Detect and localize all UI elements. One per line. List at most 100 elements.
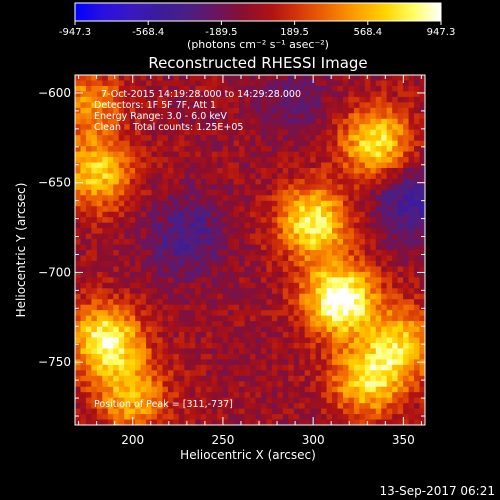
heatmap-cell	[392, 206, 399, 213]
heatmap-cell	[260, 118, 267, 125]
heatmap-cell	[85, 178, 92, 185]
heatmap-cell	[75, 135, 81, 142]
heatmap-cell	[146, 135, 152, 142]
heatmap-cell	[348, 403, 355, 409]
heatmap-cell	[255, 397, 262, 404]
heatmap-cell	[370, 277, 377, 284]
heatmap-cell	[282, 189, 289, 196]
heatmap-cell	[200, 200, 207, 207]
heatmap-cell	[124, 75, 131, 81]
heatmap-cell	[277, 162, 284, 169]
heatmap-cell	[299, 260, 306, 267]
heatmap-cell	[113, 353, 120, 360]
heatmap-cell	[129, 157, 136, 163]
heatmap-cell	[310, 184, 317, 191]
heatmap-cell	[293, 162, 300, 169]
heatmap-cell	[140, 217, 147, 224]
heatmap-cell	[157, 217, 163, 224]
heatmap-cell	[146, 178, 152, 185]
heatmap-cell	[189, 222, 196, 229]
heatmap-cell	[364, 96, 371, 103]
heatmap-cell	[200, 129, 207, 136]
heatmap-cell	[277, 332, 284, 338]
heatmap-cell	[282, 282, 289, 289]
heatmap-cell	[304, 282, 311, 289]
heatmap-cell	[91, 419, 98, 426]
heatmap-cell	[386, 255, 393, 262]
heatmap-cell	[321, 173, 327, 180]
heatmap-cell	[107, 135, 114, 142]
heatmap-cell	[85, 124, 92, 131]
heatmap-cell	[200, 397, 207, 404]
heatmap-cell	[140, 375, 147, 382]
heatmap-cell	[91, 135, 98, 142]
heatmap-cell	[140, 250, 147, 256]
heatmap-cell	[129, 386, 136, 393]
heatmap-cell	[310, 310, 317, 317]
heatmap-cell	[370, 386, 377, 393]
heatmap-cell	[293, 146, 300, 152]
heatmap-cell	[217, 85, 224, 92]
heatmap-cell	[386, 96, 393, 103]
heatmap-cell	[178, 342, 185, 349]
heatmap-cell	[189, 200, 196, 207]
heatmap-cell	[85, 342, 92, 349]
heatmap-cell	[364, 244, 371, 251]
heatmap-cell	[255, 146, 262, 152]
heatmap-cell	[91, 91, 98, 98]
heatmap-cell	[151, 332, 158, 338]
heatmap-cell	[206, 146, 213, 152]
heatmap-cell	[96, 299, 103, 306]
heatmap-cell	[211, 397, 218, 404]
heatmap-cell	[184, 113, 191, 120]
heatmap-cell	[342, 189, 349, 196]
heatmap-cell	[353, 288, 360, 295]
heatmap-cell	[173, 403, 180, 409]
heatmap-cell	[321, 107, 327, 114]
heatmap-cell	[337, 102, 344, 109]
heatmap-cell	[206, 129, 213, 136]
heatmap-cell	[102, 260, 109, 267]
heatmap-cell	[381, 266, 388, 273]
heatmap-cell	[304, 414, 311, 420]
heatmap-cell	[381, 403, 388, 409]
heatmap-cell	[321, 250, 327, 256]
heatmap-cell	[162, 173, 169, 180]
heatmap-cell	[337, 282, 344, 289]
heatmap-cell	[304, 151, 311, 158]
heatmap-cell	[217, 173, 224, 180]
heatmap-cell	[403, 403, 409, 409]
heatmap-cell	[414, 200, 420, 207]
heatmap-cell	[124, 173, 131, 180]
heatmap-cell	[332, 118, 338, 125]
heatmap-cell	[91, 271, 98, 278]
heatmap-cell	[321, 146, 327, 152]
heatmap-cell	[167, 310, 174, 317]
heatmap-cell	[293, 184, 300, 191]
heatmap-cell	[107, 206, 114, 213]
heatmap-cell	[408, 250, 415, 256]
heatmap-cell	[255, 299, 262, 306]
heatmap-cell	[178, 414, 185, 420]
heatmap-cell	[85, 315, 92, 322]
heatmap-cell	[211, 359, 218, 366]
heatmap-cell	[342, 310, 349, 317]
heatmap-cell	[80, 342, 87, 349]
heatmap-cell	[96, 370, 103, 377]
heatmap-cell	[392, 80, 399, 87]
heatmap-cell	[75, 151, 81, 158]
heatmap-cell	[315, 80, 322, 87]
heatmap-cell	[206, 102, 213, 109]
heatmap-cell	[233, 222, 240, 229]
heatmap-cell	[178, 140, 185, 147]
heatmap-cell	[364, 414, 371, 420]
heatmap-cell	[217, 102, 224, 109]
heatmap-cell	[239, 107, 245, 114]
heatmap-cell	[414, 332, 420, 338]
heatmap-cell	[419, 353, 426, 360]
heatmap-cell	[337, 403, 344, 409]
heatmap-cell	[157, 293, 163, 300]
heatmap-cell	[85, 244, 92, 251]
heatmap-cell	[167, 266, 174, 273]
heatmap-cell	[332, 299, 338, 306]
